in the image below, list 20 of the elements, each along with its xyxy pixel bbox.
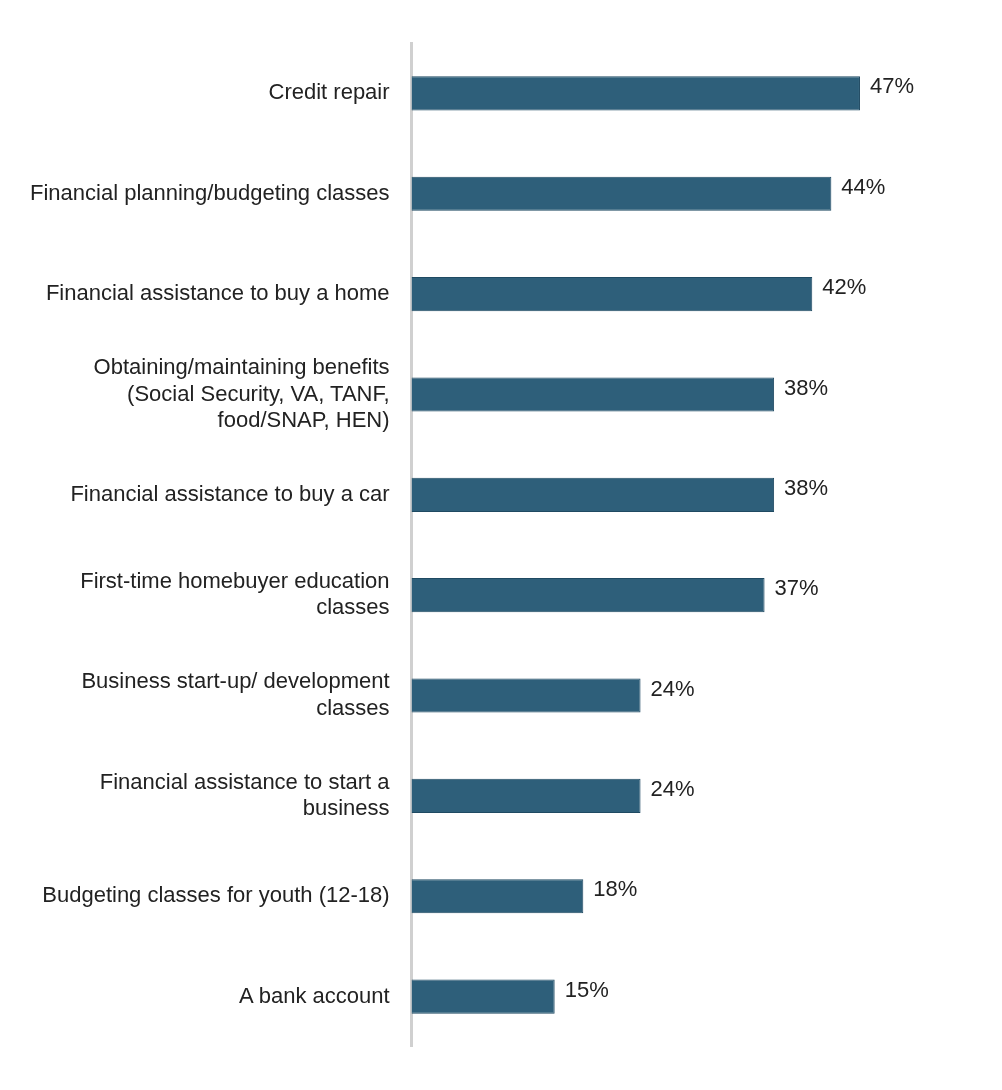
- data-label: 15%: [564, 976, 609, 1002]
- data-label: 42%: [822, 274, 867, 300]
- y-tick-label: Financial planning/budgeting classes: [30, 179, 390, 205]
- data-label: 24%: [650, 675, 695, 701]
- y-tick-label: Obtaining/maintaining benefits (Social Security, VA, TANF, food/SNAP, HEN): [93, 354, 390, 432]
- data-label: 44%: [841, 173, 886, 199]
- data-label: 38%: [784, 474, 829, 500]
- y-tick-label: Financial assistance to buy a car: [70, 480, 390, 506]
- y-tick-label: Budgeting classes for youth (12-18): [42, 882, 390, 908]
- y-tick-label: Credit repair: [268, 79, 390, 105]
- data-label: 38%: [784, 374, 829, 400]
- y-tick-label: Business start-up/ development classes: [81, 668, 390, 720]
- data-label: 47%: [869, 73, 915, 99]
- y-tick-label: A bank account: [239, 982, 390, 1008]
- data-label: 18%: [593, 876, 638, 902]
- y-tick-label: Financial assistance to buy a home: [45, 280, 390, 306]
- data-label: 24%: [650, 775, 695, 801]
- y-tick-label: First-time homebuyer education classes: [80, 568, 390, 620]
- y-tick-label: Financial assistance to start a business: [99, 768, 391, 821]
- data-label: 37%: [774, 575, 819, 601]
